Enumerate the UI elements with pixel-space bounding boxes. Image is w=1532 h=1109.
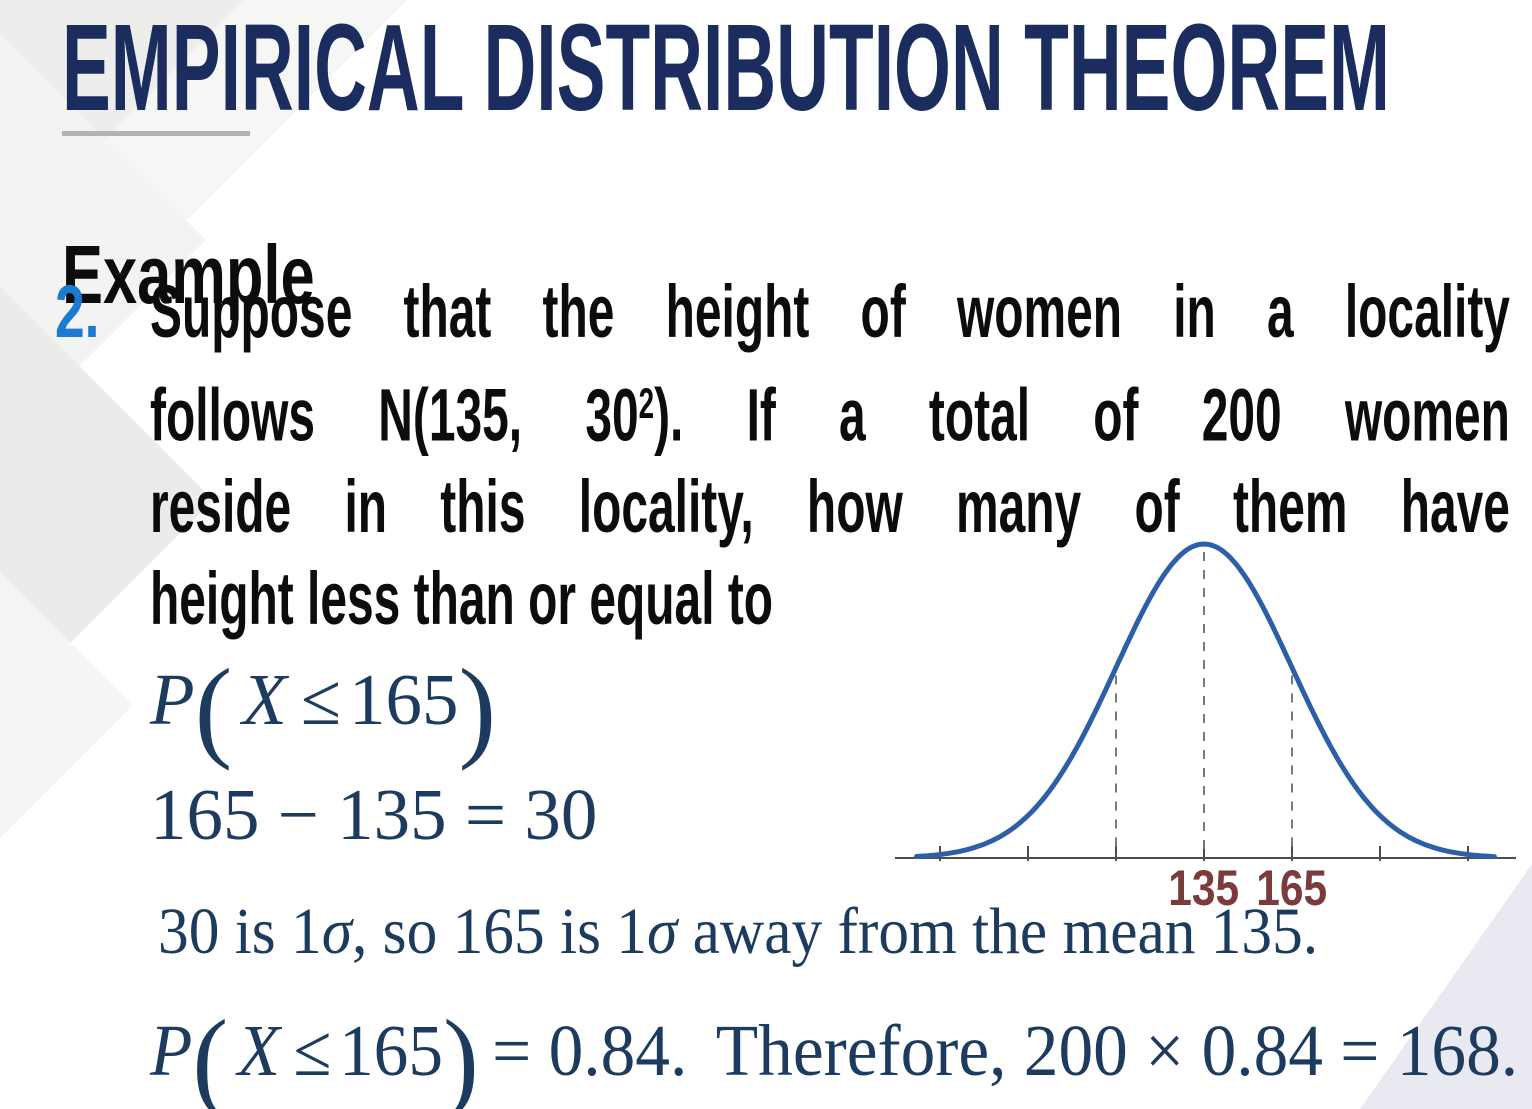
math-X: X	[242, 659, 287, 740]
title-underline	[62, 131, 250, 136]
x-label-165-text: 165	[1256, 860, 1328, 916]
problem-text: Suppose that the height of women in a lo…	[150, 266, 1510, 645]
close-paren: )	[458, 646, 497, 772]
x-label-165: 165	[1232, 863, 1352, 913]
x-label-135-text: 135	[1168, 860, 1240, 916]
problem-line-3: reside in this locality, how many of the…	[150, 465, 1510, 549]
x-label-135: 135	[1144, 863, 1264, 913]
math-P-2: P	[150, 1010, 193, 1091]
sigma-symbol-2: σ	[647, 895, 678, 968]
problem-line-1: Suppose that the height of women in a lo…	[150, 270, 1510, 353]
leq-sign-2: ≤	[293, 1010, 332, 1091]
math-X-2: X	[237, 1010, 281, 1091]
leq-sign: ≤	[300, 659, 341, 740]
close-paren-2: )	[443, 997, 479, 1109]
bound-value: 165	[348, 659, 459, 740]
problem-line-2-pre: follows N(135, 30	[150, 373, 639, 457]
bound-value-2: 165	[339, 1010, 444, 1091]
open-paren-2: (	[192, 997, 229, 1109]
item-number: 2.	[55, 270, 100, 353]
sigma-post: away from the mean 135.	[677, 895, 1319, 968]
probability-expression: P(X ≤165)	[150, 645, 496, 766]
problem-line-2-post: ). If a total of 200 women	[654, 373, 1510, 457]
page-title: EMPIRICAL DISTRIBUTION THEOREM	[62, 0, 1390, 137]
math-P: P	[150, 659, 195, 740]
conclusion-equation: P(X ≤165) = 0.84. Therefore, 200 × 0.84 = 1…	[150, 996, 1518, 1109]
exponent: 2	[638, 380, 655, 428]
problem-line-4: height less than or equal to	[150, 557, 774, 641]
sigma-pre: 30 is 1	[158, 895, 322, 968]
subtraction-equation: 165 − 135 = 30	[150, 774, 598, 855]
therefore-statement: Therefore, 200 × 0.84 = 168.	[715, 1010, 1519, 1091]
example-heading: Example	[62, 227, 315, 321]
sigma-mid: , so 165 is 1	[351, 895, 648, 968]
page-title-text: EMPIRICAL DISTRIBUTION THEOREM	[62, 0, 1390, 137]
problem-line-2: follows N(135, 302). If a total of 200 w…	[150, 358, 1510, 461]
equals-result: = 0.84.	[492, 1010, 688, 1091]
open-paren: (	[194, 646, 233, 772]
sigma-explanation: 30 is 1σ, so 165 is 1σ away from the mea…	[158, 892, 1318, 972]
sigma-symbol-1: σ	[321, 895, 352, 968]
